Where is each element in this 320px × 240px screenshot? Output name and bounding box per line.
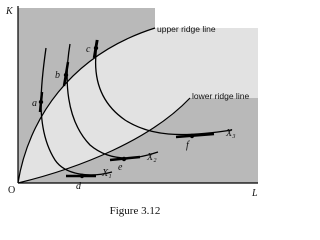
diagram: K L O upper ridge line lower ridge line … — [5, 6, 258, 217]
tangent — [175, 132, 215, 139]
upper-ridge-line — [17, 27, 156, 184]
isoquant-label: X₁ — [101, 168, 112, 179]
y-axis-label: K — [5, 6, 14, 17]
point — [79, 173, 85, 179]
isoquant-label: X₃ — [225, 128, 236, 139]
point-label: c — [86, 44, 91, 55]
upper-ridge-label: upper ridge line — [157, 24, 216, 34]
point-label: a — [32, 98, 37, 109]
lower-ridge-line — [17, 97, 191, 184]
point — [63, 72, 69, 78]
point — [189, 133, 195, 139]
x-axis-label: L — [251, 188, 258, 199]
origin-label: O — [8, 185, 15, 196]
economic-region — [18, 28, 258, 183]
upper-shaded-region — [18, 8, 155, 183]
point — [93, 45, 99, 51]
point — [38, 99, 44, 105]
point-label: e — [118, 162, 123, 173]
isoquant-label: X₂ — [146, 152, 157, 163]
lower-ridge-label: lower ridge line — [192, 91, 249, 101]
point-label: f — [186, 140, 190, 151]
point-label: b — [55, 70, 60, 81]
lower-shaded-region — [18, 98, 258, 183]
point — [121, 156, 127, 162]
caption: Figure 3.12 — [110, 205, 161, 217]
point-label: d — [76, 181, 82, 192]
